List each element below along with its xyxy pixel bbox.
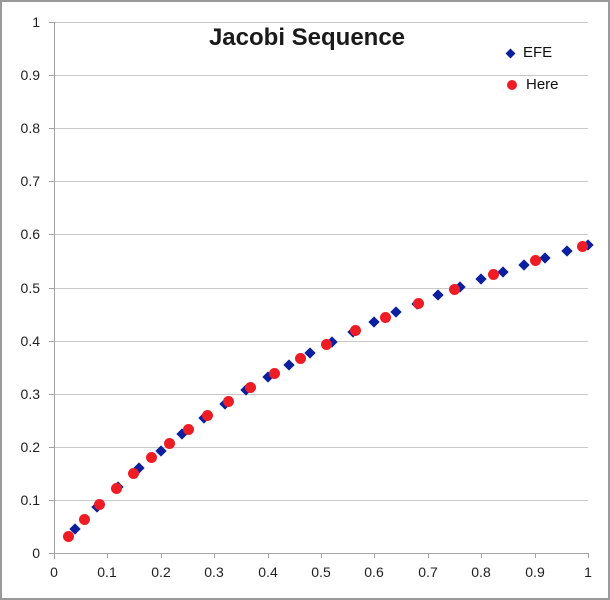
- data-point-here: [110, 483, 122, 495]
- x-tick-label: 0.5: [311, 564, 331, 580]
- x-axis-tick: [214, 553, 215, 558]
- x-tick-label: 0.7: [418, 564, 438, 580]
- data-point-efe: [475, 273, 487, 285]
- data-point-here: [530, 255, 542, 267]
- x-tick-label: 0.3: [204, 564, 224, 580]
- data-point-here: [163, 438, 175, 450]
- y-axis-tick: [49, 75, 54, 76]
- data-point-here: [245, 381, 256, 393]
- y-axis-tick: [49, 341, 54, 342]
- data-point-here: [145, 452, 157, 464]
- x-tick-label: 0.6: [364, 564, 384, 580]
- data-point-here: [127, 467, 139, 479]
- x-axis-tick: [268, 553, 269, 558]
- y-tick-label: 0.8: [20, 120, 40, 136]
- gridline: [54, 341, 588, 342]
- data-point-here: [201, 409, 213, 421]
- y-tick-label: 0.5: [20, 280, 40, 296]
- data-point-efe: [283, 359, 295, 371]
- x-axis-tick: [428, 553, 429, 558]
- data-point-here: [182, 423, 194, 435]
- gridline: [54, 75, 588, 76]
- data-point-here: [412, 297, 424, 309]
- x-tick-label: 1: [584, 564, 592, 580]
- data-point-here: [78, 514, 90, 526]
- y-axis-tick: [49, 22, 54, 23]
- data-point-here: [577, 241, 589, 253]
- data-point-here: [223, 395, 235, 407]
- y-axis-line: [54, 22, 55, 559]
- efe-diamond-icon: [505, 48, 516, 58]
- y-axis-tick: [49, 447, 54, 448]
- x-axis-tick: [107, 553, 108, 558]
- y-tick-label: 0.1: [20, 492, 40, 508]
- y-axis-tick: [49, 553, 54, 554]
- gridline: [54, 447, 588, 448]
- gridline: [54, 128, 588, 129]
- chart-title: Jacobi Sequence: [208, 24, 406, 51]
- data-point-efe: [368, 316, 381, 328]
- gridline: [54, 500, 588, 501]
- y-tick-label: 0.3: [20, 386, 40, 402]
- data-point-here: [350, 325, 362, 336]
- data-point-efe: [304, 347, 316, 360]
- data-point-here: [321, 339, 333, 351]
- data-point-here: [487, 269, 499, 281]
- y-tick-label: 1: [32, 14, 40, 30]
- y-tick-label: 0.9: [20, 67, 40, 83]
- y-tick-label: 0: [32, 545, 40, 561]
- x-axis-tick: [588, 553, 589, 558]
- data-point-efe: [560, 245, 573, 258]
- gridline: [54, 394, 588, 395]
- y-tick-label: 0.7: [20, 173, 40, 189]
- x-tick-label: 0.4: [258, 564, 278, 580]
- x-tick-label: 0.1: [97, 564, 117, 580]
- x-tick-label: 0: [50, 564, 58, 580]
- y-axis-tick: [49, 500, 54, 501]
- y-tick-label: 0.2: [20, 439, 40, 455]
- data-point-here: [380, 311, 392, 323]
- data-point-here: [294, 353, 306, 365]
- x-tick-label: 0.8: [471, 564, 491, 580]
- x-axis-tick: [161, 553, 162, 558]
- y-axis-tick: [49, 234, 54, 235]
- data-point-efe: [390, 306, 402, 319]
- data-point-here: [63, 530, 75, 542]
- x-axis-tick: [481, 553, 482, 558]
- y-axis-tick: [49, 394, 54, 395]
- gridline: [54, 181, 588, 182]
- x-axis-tick: [321, 553, 322, 558]
- legend-item-here: Here: [507, 77, 559, 93]
- data-point-here: [449, 283, 460, 295]
- gridline: [54, 22, 588, 23]
- data-point-efe: [432, 289, 445, 301]
- here-circle-icon: [507, 80, 517, 90]
- y-tick-label: 0.4: [20, 333, 40, 349]
- data-point-efe: [539, 252, 551, 264]
- gridline: [54, 288, 588, 289]
- gridline: [54, 234, 588, 235]
- y-axis-tick: [49, 288, 54, 289]
- y-axis-tick: [49, 128, 54, 129]
- y-tick-label: 0.6: [20, 226, 40, 242]
- x-axis-tick: [535, 553, 536, 558]
- legend-label-here: Here: [526, 76, 559, 93]
- x-tick-label: 0.9: [525, 564, 545, 580]
- x-axis-line: [54, 553, 589, 554]
- data-point-here: [93, 499, 105, 511]
- y-axis-tick: [49, 181, 54, 182]
- x-tick-label: 0.2: [151, 564, 171, 580]
- legend-label-efe: EFE: [523, 44, 553, 61]
- data-point-efe: [518, 258, 530, 271]
- legend-item-efe: EFE: [505, 44, 553, 61]
- x-axis-tick: [374, 553, 375, 558]
- data-point-here: [268, 368, 280, 380]
